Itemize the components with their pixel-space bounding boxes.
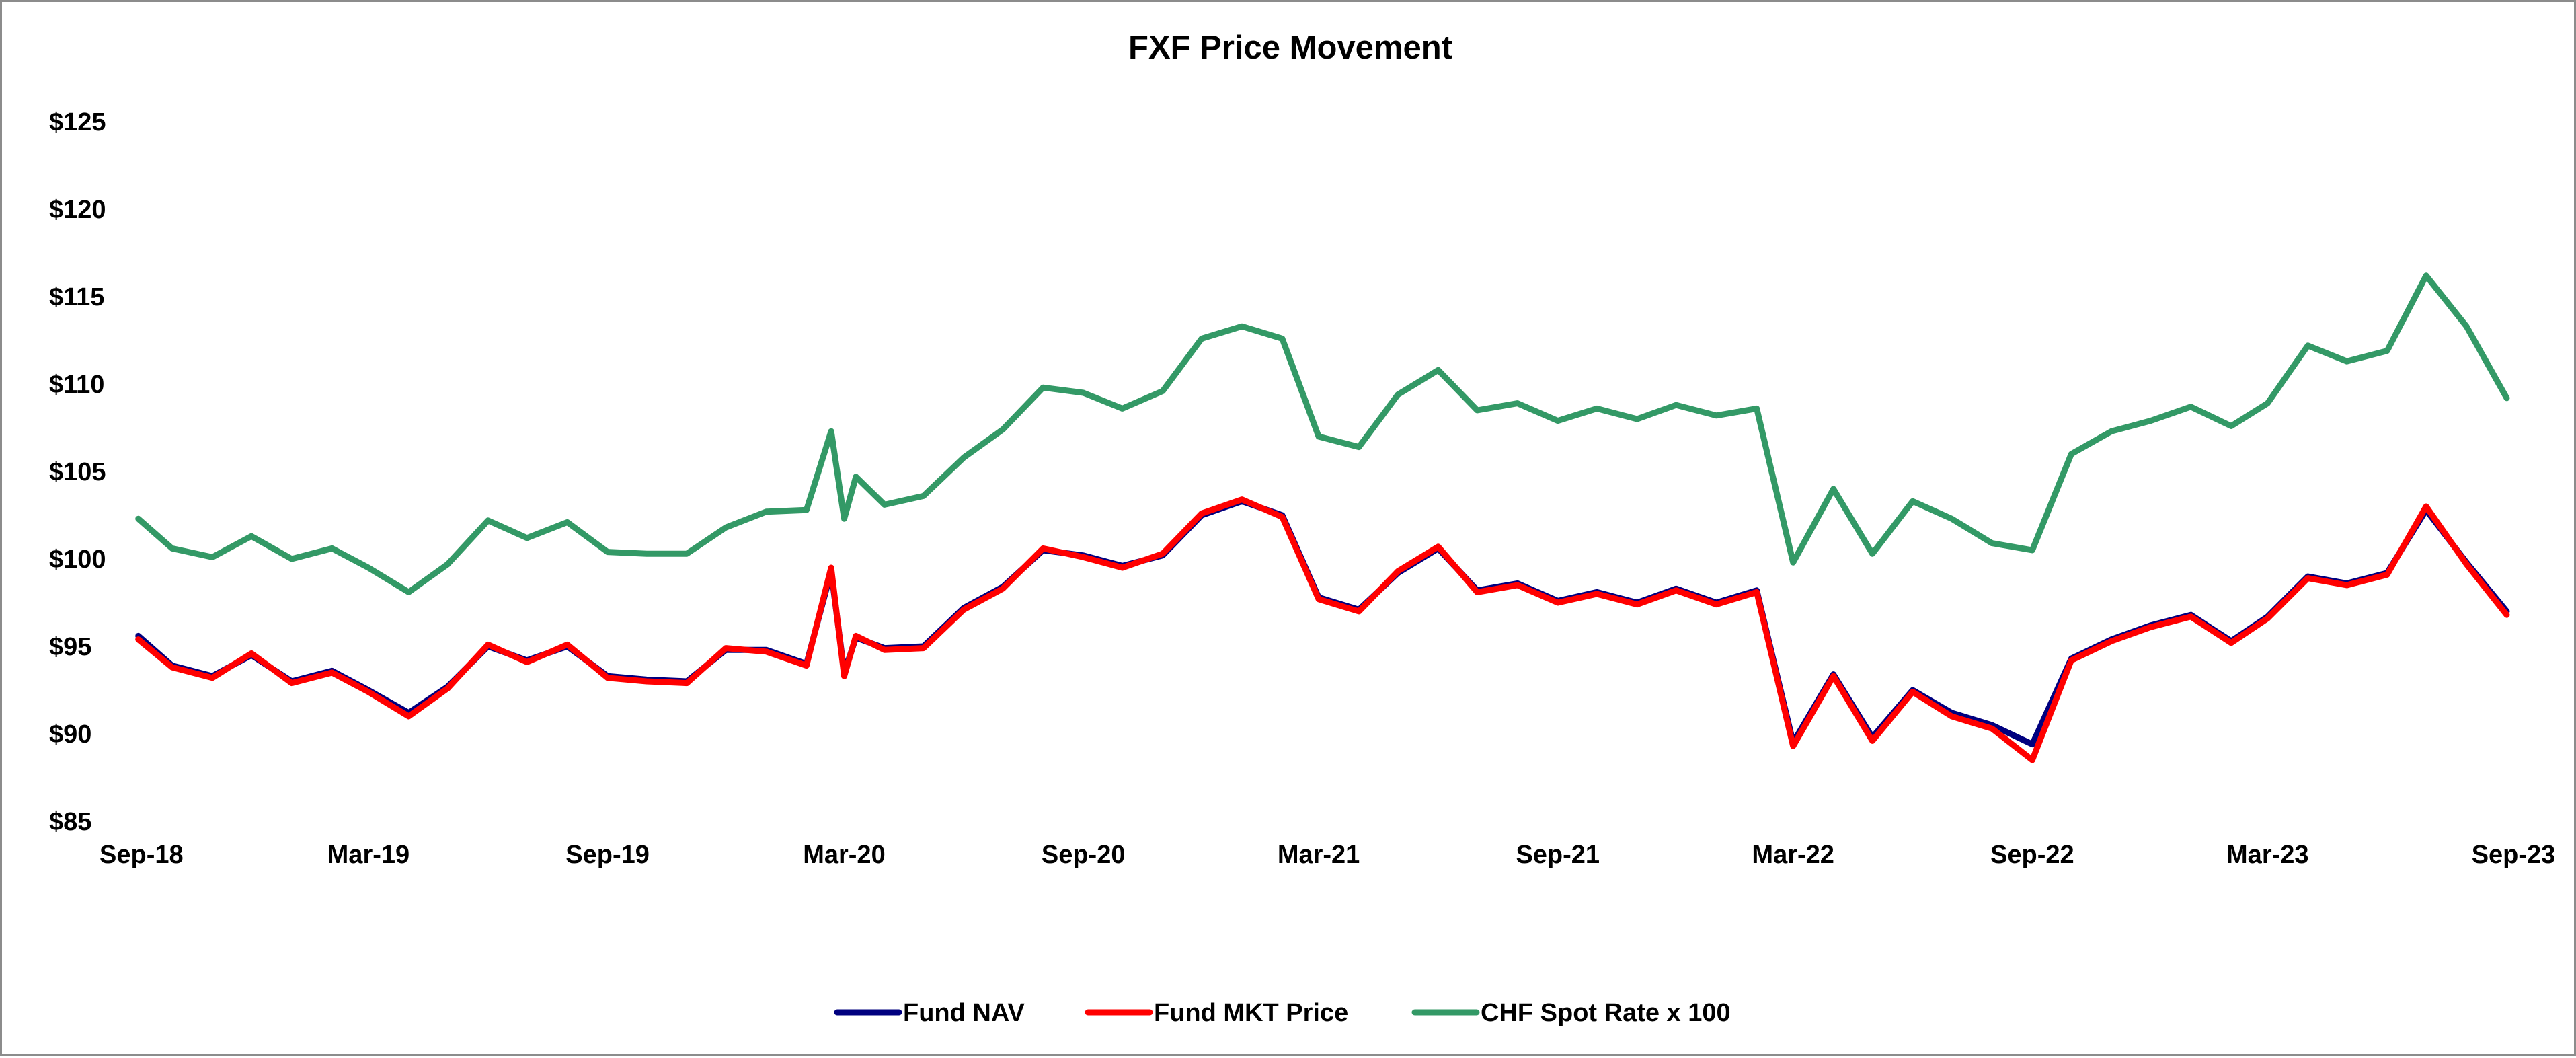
x-tick-label: Mar-22: [1752, 841, 1834, 869]
x-tick-label: Mar-21: [1278, 841, 1360, 869]
series-line-2: [135, 272, 2510, 595]
x-tick-label: Mar-23: [2226, 841, 2309, 869]
x-tick-label: Mar-19: [327, 841, 410, 869]
x-axis-tick-labels: Sep-18 Mar-19 Sep-19 Mar-20 Sep-20 Mar-21 Sep-…: [100, 841, 2555, 869]
legend-label-1: Fund MKT Price: [1154, 999, 1348, 1027]
legend-label-0: Fund NAV: [903, 999, 1025, 1027]
x-tick-label: Sep-18: [100, 841, 184, 869]
y-tick-label: $115: [49, 283, 104, 311]
y-axis-tick-labels: $85 $90 $95 $100 $105 $110 $115 $120 $125: [49, 108, 106, 836]
y-tick-label: $105: [49, 458, 106, 486]
x-tick-label: Sep-20: [1042, 841, 1126, 869]
y-tick-label: $85: [49, 808, 91, 836]
series-lines: [135, 272, 2510, 763]
legend-label-2: CHF Spot Rate x 100: [1481, 999, 1731, 1027]
x-tick-label: Sep-21: [1516, 841, 1600, 869]
legend: Fund NAV Fund MKT Price CHF Spot Rate x 10…: [834, 999, 1731, 1027]
y-tick-label: $120: [49, 196, 106, 224]
y-tick-label: $95: [49, 633, 91, 661]
series-line-0: [135, 498, 2510, 748]
chart-title: FXF Price Movement: [1128, 30, 1452, 66]
y-tick-label: $125: [49, 108, 106, 137]
y-tick-label: $110: [49, 371, 104, 399]
y-tick-label: $100: [49, 545, 106, 574]
y-tick-label: $90: [49, 720, 91, 749]
x-tick-label: Sep-19: [565, 841, 650, 869]
x-tick-label: Sep-22: [1990, 841, 2074, 869]
series-line-1: [135, 496, 2510, 763]
x-tick-label: Mar-20: [803, 841, 886, 869]
x-tick-label: Sep-23: [2472, 841, 2556, 869]
